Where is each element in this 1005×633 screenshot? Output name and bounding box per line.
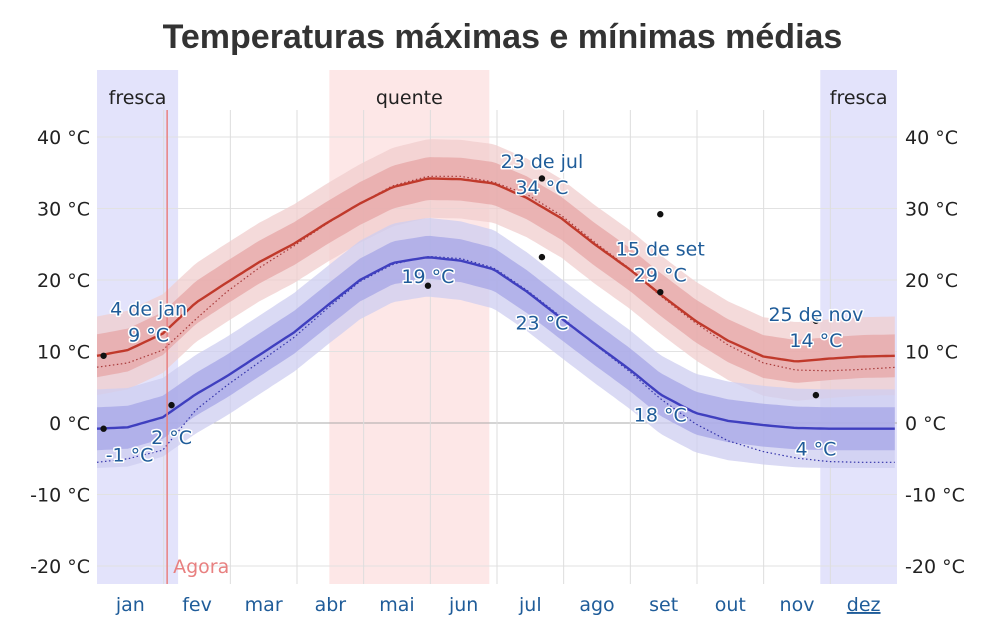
y-tick-right-6: 40 °C [905,127,958,149]
series-0-inner-band [97,157,895,383]
annotation-point-9 [812,391,820,399]
month-label-mai: mai [379,594,414,616]
month-label-fev: fev [182,594,212,616]
month-label-dez: dez [847,594,881,616]
y-tick-right-3: 10 °C [905,342,958,364]
series-0-dotted-line [96,175,895,372]
series-1-line [96,256,895,430]
annotation-point-7 [538,253,546,261]
month-label-out: out [715,594,746,616]
annotation-point-0 [100,352,107,359]
season-label-2: fresca [830,87,888,109]
annotation-label-7-0: 23 °C [515,312,568,334]
month-label-jun: jun [448,594,478,616]
range-bands [97,139,895,468]
annotation-label-6-0: 19 °C [401,266,454,288]
y-tick-right-2: 0 °C [905,413,946,435]
y-tick-right-1: -10 °C [905,485,965,507]
month-label-jan: jan [115,594,145,616]
now-marker: Agora [166,110,229,584]
season-label-1: quente [376,87,443,109]
annotation-label-5-0: 2 °C [151,427,192,449]
annotation-point-1 [538,175,546,182]
month-label-ago: ago [579,594,614,616]
annotation-point-3 [812,317,820,324]
y-tick-right-4: 20 °C [905,270,958,292]
annotation-label-1-1: 34 °C [515,177,568,199]
annotation-point-8 [657,288,664,296]
annotation-labels: 4 de jan 9 °C 23 de jul 34 °C 15 de set 29 °C… [104,149,865,468]
now-label: Agora [173,556,229,578]
y-tick-right-5: 30 °C [905,199,958,221]
month-label-abr: abr [315,594,347,616]
y-tick-left-2: 0 °C [49,413,90,435]
annotation-label-8-0: 18 °C [634,404,687,426]
axis-labels: -20 °C -20 °C -10 °C -10 °C 0 °C 0 °C 10 °C 10 … [30,127,965,616]
y-tick-left-0: -20 °C [30,556,90,578]
annotation-label-3-0: 25 de nov [768,304,863,326]
annotation-point-4 [100,425,107,432]
annotation-label-3-1: 14 °C [789,330,842,352]
y-tick-left-5: 30 °C [37,199,90,221]
annotation-label-2-1: 29 °C [634,264,687,286]
y-tick-left-1: -10 °C [30,485,90,507]
annotation-label-0-0: 4 de jan [110,299,187,321]
month-label-mar: mar [245,594,283,616]
y-tick-left-6: 40 °C [37,127,90,149]
season-label-0: fresca [109,87,167,109]
annotation-label-2-0: 15 de set [616,238,705,260]
annotation-label-1-0: 23 de jul [501,151,584,173]
annotation-label-0-1: 9 °C [128,325,169,347]
month-label-set: set [649,594,678,616]
y-tick-left-3: 10 °C [37,342,90,364]
series-lines [96,175,895,463]
annotation-point-6 [424,282,432,289]
month-label-jul: jul [518,594,542,616]
annotation-label-9-0: 4 °C [795,438,836,460]
y-tick-left-4: 20 °C [37,270,90,292]
annotation-point-5 [168,401,175,409]
annotation-points [100,175,820,432]
annotation-label-4-0: -1 °C [106,444,154,466]
y-tick-right-0: -20 °C [905,556,965,578]
chart-title: Temperaturas máximas e mínimas médias [162,18,843,56]
series-1-inner-band [97,235,895,451]
series-0-line [96,177,895,363]
annotation-point-2 [657,211,664,218]
month-label-nov: nov [780,594,815,616]
